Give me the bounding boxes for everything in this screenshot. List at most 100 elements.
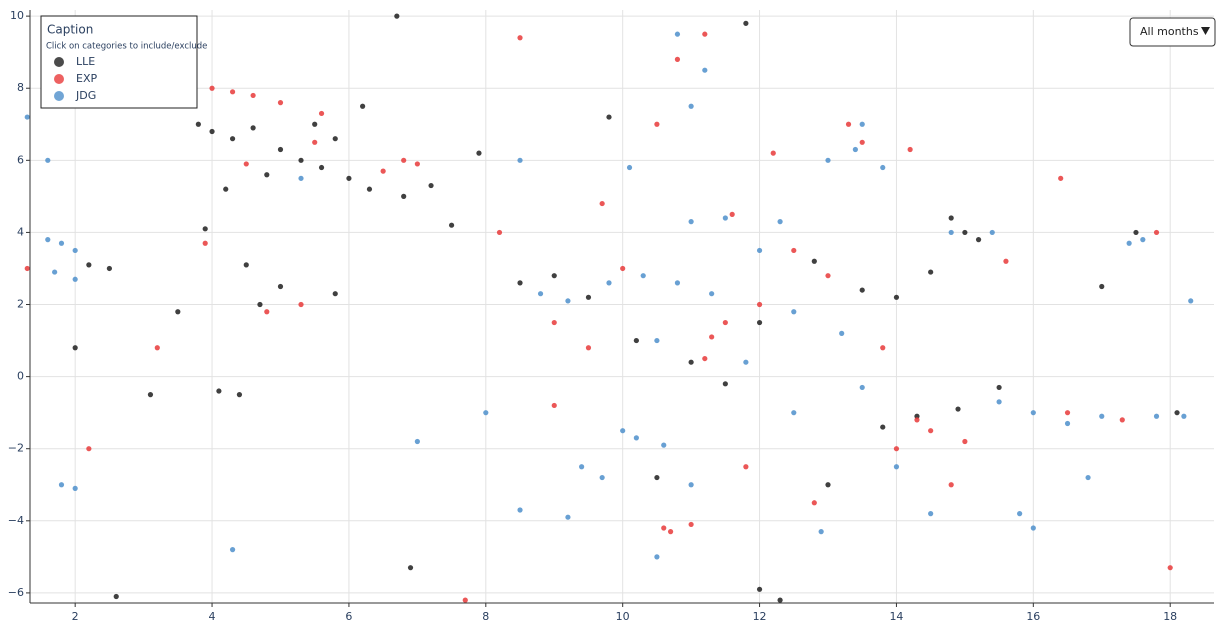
x-tick-label: 10 — [616, 610, 630, 623]
legend-subtitle: Click on categories to include/exclude — [46, 42, 207, 52]
dropdown-label[interactable]: All months — [1140, 25, 1199, 38]
legend-label[interactable]: LLE — [76, 55, 95, 68]
point — [72, 345, 78, 351]
point — [825, 157, 831, 163]
legend-marker[interactable] — [54, 57, 64, 67]
point — [24, 114, 30, 120]
point — [688, 219, 694, 225]
point — [825, 482, 831, 488]
point — [1064, 410, 1071, 416]
point — [845, 121, 852, 127]
legend-item[interactable]: JDG — [54, 89, 96, 102]
point — [565, 514, 571, 520]
point — [880, 345, 886, 351]
point — [777, 597, 783, 603]
point — [264, 172, 270, 178]
point — [202, 226, 208, 232]
point — [674, 31, 681, 37]
point — [722, 319, 728, 326]
point — [729, 211, 735, 217]
point — [476, 150, 482, 156]
point — [346, 175, 352, 181]
point — [962, 229, 968, 236]
y-tick-label: −2 — [8, 442, 24, 455]
point — [585, 345, 592, 351]
point — [756, 247, 763, 254]
point — [58, 482, 65, 488]
point — [537, 291, 544, 297]
point — [825, 273, 831, 279]
y-tick-label: 4 — [17, 225, 24, 238]
point — [202, 240, 208, 246]
point — [154, 345, 160, 351]
point — [250, 125, 256, 131]
point — [496, 229, 503, 236]
point — [1181, 413, 1187, 419]
point — [243, 161, 249, 167]
dropdown-box[interactable] — [1129, 17, 1216, 47]
point — [928, 269, 934, 275]
point — [626, 164, 633, 171]
dropdown[interactable]: All months — [1129, 17, 1216, 47]
point — [709, 334, 715, 340]
dropdown-arrow[interactable] — [1201, 27, 1210, 35]
point — [175, 309, 181, 315]
point — [264, 309, 270, 315]
point — [791, 309, 797, 315]
point — [770, 150, 776, 156]
point — [86, 262, 92, 268]
point — [277, 146, 284, 153]
point — [394, 13, 400, 19]
point — [517, 157, 523, 163]
point — [216, 388, 222, 394]
legend-marker[interactable] — [54, 91, 64, 101]
point — [45, 157, 51, 163]
point — [688, 521, 694, 528]
point — [517, 507, 523, 513]
point — [633, 435, 639, 441]
x-tick-label: 16 — [1026, 610, 1040, 623]
point — [24, 265, 30, 272]
point — [277, 283, 284, 290]
point — [312, 139, 318, 145]
point — [654, 121, 660, 127]
point — [113, 593, 119, 600]
y-tick-label: 10 — [10, 9, 24, 22]
point — [893, 446, 900, 452]
point — [1133, 229, 1139, 236]
point — [229, 89, 236, 95]
point — [45, 237, 51, 243]
legend-box — [40, 15, 198, 109]
point — [257, 301, 263, 308]
point — [551, 273, 557, 279]
point — [811, 500, 817, 506]
point — [777, 219, 783, 225]
point — [948, 215, 954, 221]
point — [654, 337, 660, 344]
point — [1140, 237, 1146, 243]
point — [52, 269, 58, 275]
point — [1064, 420, 1071, 427]
point — [893, 294, 900, 300]
legend-item[interactable]: LLE — [54, 55, 95, 68]
point — [852, 146, 858, 153]
point — [709, 291, 715, 297]
point — [661, 442, 667, 448]
x-tick-label: 2 — [72, 610, 79, 623]
point — [996, 384, 1002, 391]
point — [688, 103, 694, 109]
point — [975, 237, 982, 243]
point — [599, 474, 605, 481]
point — [332, 291, 338, 297]
point — [414, 161, 420, 167]
legend-item[interactable]: EXP — [54, 72, 97, 85]
legend-label[interactable]: EXP — [76, 72, 97, 85]
y-tick-label: −6 — [8, 586, 24, 599]
point — [859, 287, 865, 293]
legend-label[interactable]: JDG — [75, 89, 96, 102]
point — [914, 413, 920, 419]
point — [380, 168, 386, 174]
point — [674, 56, 681, 62]
point — [688, 482, 694, 488]
legend-marker[interactable] — [54, 74, 64, 84]
